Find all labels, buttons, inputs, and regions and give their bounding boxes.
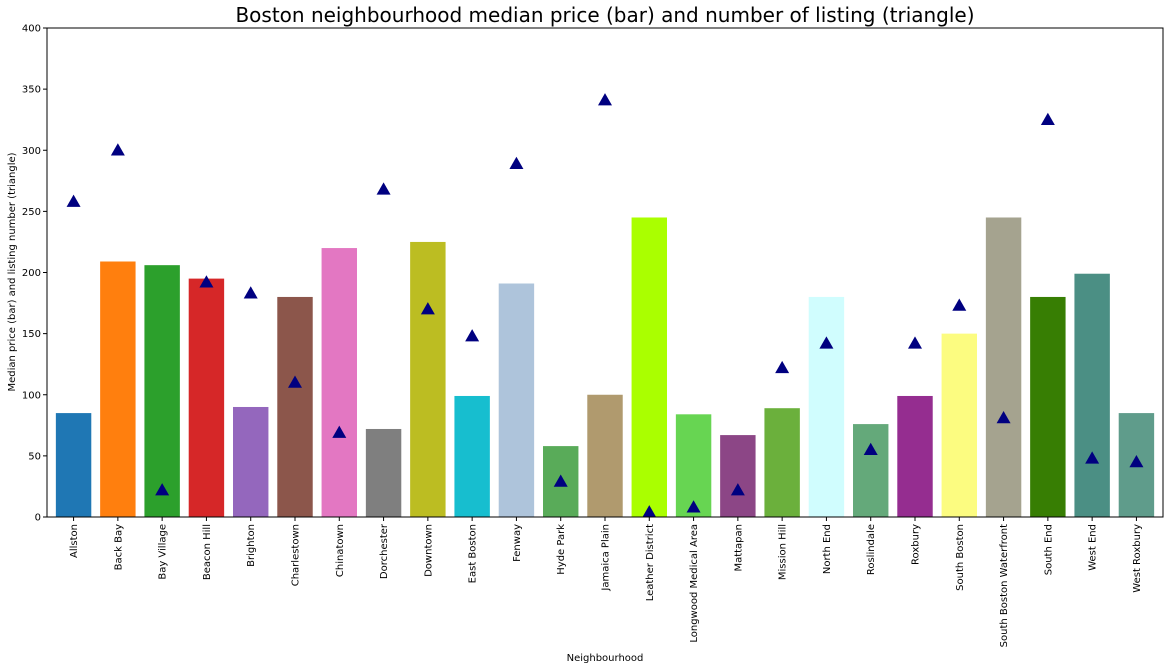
listing-triangle-marker [598,93,612,106]
x-axis: Allston Back Bay Bay Village Beacon Hill Bri… [69,517,1143,647]
bar [365,428,402,517]
bar [631,217,667,518]
y-tick-label: 350 [22,85,41,96]
x-tick-label: Bay Village [158,524,169,580]
listing-triangle-marker [376,182,391,195]
listing-triangle-marker [1085,451,1100,464]
y-tick-label: 300 [22,146,41,157]
listing-triangle-marker [465,329,480,342]
listing-triangle-marker [730,483,745,496]
y-axis-label: Median price (bar) and listing number (t… [7,152,18,391]
x-tick-label: West End [1088,524,1099,571]
listing-triangle-marker [996,410,1011,424]
x-tick-label: Longwood Medical Area [689,524,700,643]
x-tick-label: South Boston Waterfront [999,524,1010,647]
x-tick-label: Chinatown [335,524,346,577]
bar [410,241,446,517]
listing-triangle-marker [66,194,81,207]
x-tick-label: Brighton [246,524,257,567]
listing-triangle-marker [553,474,568,487]
y-tick-label: 100 [22,390,41,401]
bar [188,278,225,517]
bar [941,333,977,518]
bar [233,406,269,517]
bar [144,265,180,517]
x-tick-label: Jamaica Plain [601,524,612,592]
bar [321,248,357,518]
listing-triangle-marker [420,302,435,315]
listing-triangle-marker [288,375,302,388]
listing-triangle-marker [908,336,922,349]
x-tick-label: South Boston [955,524,966,591]
bar [675,414,712,517]
x-tick-label: Hyde Park [556,524,567,575]
listing-triangle-marker [243,286,258,299]
bar [720,435,756,517]
x-axis-label: Neighbourhood [567,653,644,664]
x-tick-label: Roxbury [911,524,922,565]
y-tick-label: 250 [22,207,41,218]
bar [808,296,845,517]
listing-triangle-marker [819,336,834,349]
listing-triangle-marker [332,425,347,438]
listing-triangle-marker [1129,454,1144,468]
bar [1074,273,1110,517]
x-tick-label: Mission Hill [778,524,789,580]
y-tick-label: 400 [22,24,41,35]
y-axis: 0 50 100 150 200 250 300 350 400 [22,24,47,524]
bar [454,395,490,517]
listing-triangle-marker [642,505,657,518]
y-tick-label: 50 [28,451,41,462]
listing-triangle-marker [155,483,170,496]
chart-title: Boston neighbourhood median price (bar) … [235,3,974,27]
listing-triangle-marker [1040,112,1055,125]
listing-triangle-marker [199,275,214,288]
x-tick-label: Fenway [512,524,523,562]
x-tick-label: Downtown [423,524,434,577]
bar [1030,296,1066,517]
y-tick-label: 150 [22,329,41,340]
x-tick-label: Roslindale [866,524,877,575]
listing-triangle-marker [686,500,701,513]
bar [55,413,92,517]
x-tick-label: South End [1043,524,1054,575]
bar [985,217,1022,518]
bar [100,261,136,517]
listing-triangle-marker [863,442,878,456]
listing-triangle-marker [952,298,967,311]
x-tick-label: Mattapan [733,524,744,572]
listing-triangle-marker [775,360,790,374]
x-tick-label: Back Bay [113,524,124,570]
x-tick-label: Beacon Hill [202,524,213,580]
bar [897,395,933,517]
bar [277,296,313,517]
x-tick-label: North End [822,524,833,574]
bar [587,394,623,517]
x-tick-label: East Boston [468,524,479,583]
x-tick-label: West Roxbury [1132,524,1143,593]
listing-triangle-marker [110,143,125,156]
markers-group [66,93,1144,518]
x-tick-label: Allston [69,524,80,558]
x-tick-label: Leather District [645,524,656,601]
x-tick-label: Dorchester [379,523,390,579]
bar [498,283,535,517]
listing-triangle-marker [509,156,524,169]
bar [853,424,889,517]
bars-group [55,217,1155,518]
x-tick-label: Charlestown [291,524,302,586]
y-tick-label: 200 [22,268,41,279]
y-tick-label: 0 [35,513,41,524]
bar [764,408,800,517]
